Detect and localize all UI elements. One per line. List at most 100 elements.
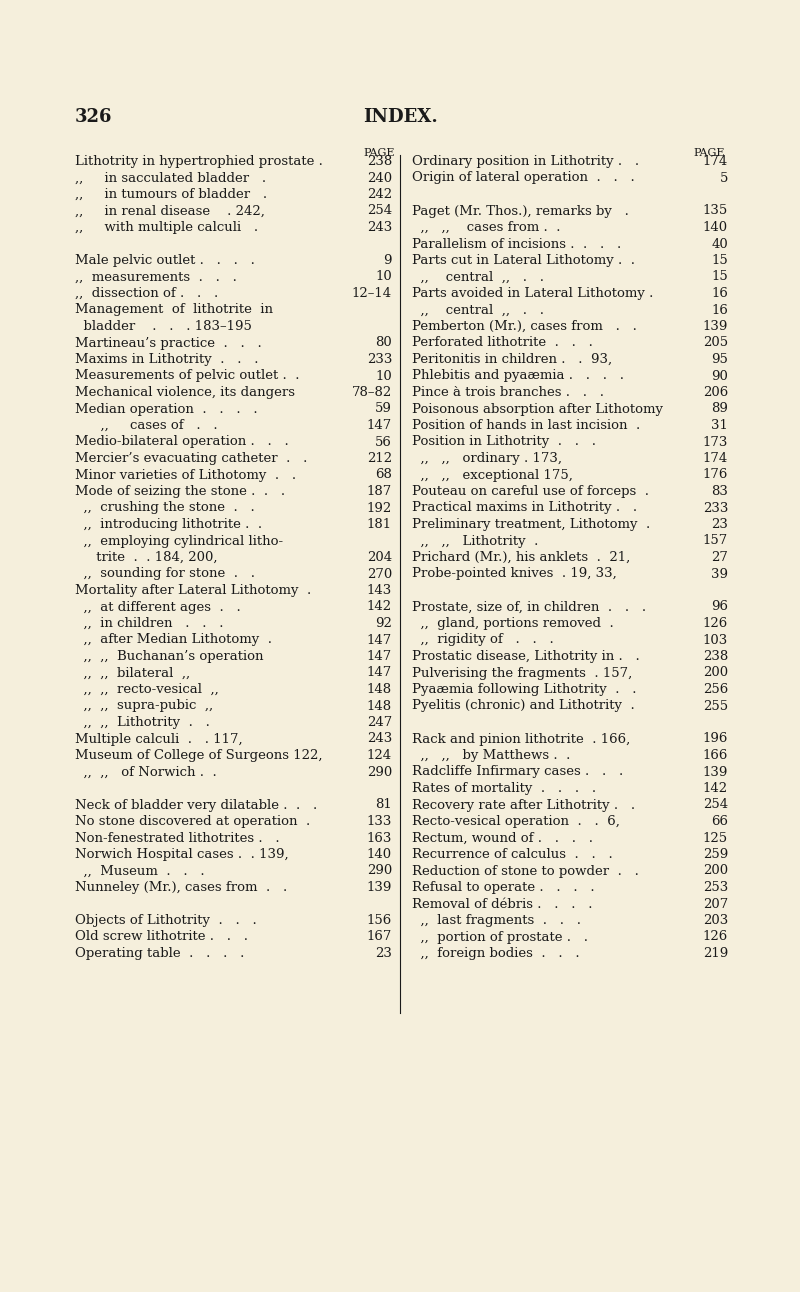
Text: 12–14: 12–14 bbox=[352, 287, 392, 300]
Text: 270: 270 bbox=[366, 567, 392, 580]
Text: Reduction of stone to powder  .   .: Reduction of stone to powder . . bbox=[412, 864, 639, 877]
Text: 16: 16 bbox=[711, 304, 728, 317]
Text: Pyelitis (chronic) and Lithotrity  .: Pyelitis (chronic) and Lithotrity . bbox=[412, 699, 634, 712]
Text: 192: 192 bbox=[366, 501, 392, 514]
Text: 212: 212 bbox=[367, 452, 392, 465]
Text: ,,    central  ,,   .   .: ,, central ,, . . bbox=[412, 270, 544, 283]
Text: 259: 259 bbox=[702, 848, 728, 860]
Text: Lithotrity in hypertrophied prostate .: Lithotrity in hypertrophied prostate . bbox=[75, 155, 323, 168]
Text: 39: 39 bbox=[711, 567, 728, 580]
Text: Practical maxims in Lithotrity .   .: Practical maxims in Lithotrity . . bbox=[412, 501, 637, 514]
Text: PAGE: PAGE bbox=[694, 149, 725, 158]
Text: 9: 9 bbox=[383, 255, 392, 267]
Text: Male pelvic outlet .   .   .   .: Male pelvic outlet . . . . bbox=[75, 255, 255, 267]
Text: 173: 173 bbox=[702, 435, 728, 448]
Text: ,,  gland, portions removed  .: ,, gland, portions removed . bbox=[412, 618, 614, 630]
Text: 174: 174 bbox=[702, 452, 728, 465]
Text: 23: 23 bbox=[375, 947, 392, 960]
Text: 68: 68 bbox=[375, 469, 392, 482]
Text: 135: 135 bbox=[702, 204, 728, 217]
Text: 200: 200 bbox=[703, 667, 728, 680]
Text: 240: 240 bbox=[367, 172, 392, 185]
Text: 40: 40 bbox=[711, 238, 728, 251]
Text: 167: 167 bbox=[366, 930, 392, 943]
Text: 254: 254 bbox=[367, 204, 392, 217]
Text: 255: 255 bbox=[703, 699, 728, 712]
Text: Paget (Mr. Thos.), remarks by   .: Paget (Mr. Thos.), remarks by . bbox=[412, 204, 629, 217]
Text: 10: 10 bbox=[375, 370, 392, 382]
Text: ,,  ,,  bilateral  ,,: ,, ,, bilateral ,, bbox=[75, 667, 190, 680]
Text: ,,  introducing lithotrite .  .: ,, introducing lithotrite . . bbox=[75, 518, 262, 531]
Text: ,,  Museum  .   .   .: ,, Museum . . . bbox=[75, 864, 205, 877]
Text: 143: 143 bbox=[366, 584, 392, 597]
Text: 80: 80 bbox=[375, 336, 392, 350]
Text: Removal of débris .   .   .   .: Removal of débris . . . . bbox=[412, 898, 593, 911]
Text: Recovery rate after Lithotrity .   .: Recovery rate after Lithotrity . . bbox=[412, 798, 635, 811]
Text: 290: 290 bbox=[366, 864, 392, 877]
Text: Pouteau on careful use of forceps  .: Pouteau on careful use of forceps . bbox=[412, 484, 649, 497]
Text: Radcliffe Infirmary cases .   .   .: Radcliffe Infirmary cases . . . bbox=[412, 765, 623, 779]
Text: 181: 181 bbox=[367, 518, 392, 531]
Text: Mechanical violence, its dangers: Mechanical violence, its dangers bbox=[75, 386, 295, 399]
Text: 203: 203 bbox=[702, 913, 728, 926]
Text: ,,     cases of   .   .: ,, cases of . . bbox=[75, 419, 218, 432]
Text: ,,   ,,   Lithotrity  .: ,, ,, Lithotrity . bbox=[412, 535, 538, 548]
Text: Ordinary position in Lithotrity .   .: Ordinary position in Lithotrity . . bbox=[412, 155, 639, 168]
Text: 290: 290 bbox=[366, 765, 392, 779]
Text: Prichard (Mr.), his anklets  .  21,: Prichard (Mr.), his anklets . 21, bbox=[412, 550, 630, 565]
Text: 233: 233 bbox=[366, 353, 392, 366]
Text: 23: 23 bbox=[711, 518, 728, 531]
Text: 326: 326 bbox=[75, 109, 113, 127]
Text: 27: 27 bbox=[711, 550, 728, 565]
Text: 126: 126 bbox=[702, 930, 728, 943]
Text: 206: 206 bbox=[702, 386, 728, 399]
Text: 15: 15 bbox=[711, 255, 728, 267]
Text: Rates of mortality  .   .   .   .: Rates of mortality . . . . bbox=[412, 782, 596, 795]
Text: Parts avoided in Lateral Lithotomy .: Parts avoided in Lateral Lithotomy . bbox=[412, 287, 654, 300]
Text: 139: 139 bbox=[702, 765, 728, 779]
Text: 243: 243 bbox=[366, 733, 392, 745]
Text: Multiple calculi  .   . 117,: Multiple calculi . . 117, bbox=[75, 733, 242, 745]
Text: 66: 66 bbox=[711, 815, 728, 828]
Text: ,,   ,,   exceptional 175,: ,, ,, exceptional 175, bbox=[412, 469, 573, 482]
Text: ,,  ,,  Buchanan’s operation: ,, ,, Buchanan’s operation bbox=[75, 650, 263, 663]
Text: Minor varieties of Lithotomy  .   .: Minor varieties of Lithotomy . . bbox=[75, 469, 296, 482]
Text: ,,     in tumours of bladder   .: ,, in tumours of bladder . bbox=[75, 189, 267, 202]
Text: 142: 142 bbox=[367, 601, 392, 614]
Text: 16: 16 bbox=[711, 287, 728, 300]
Text: Perforated lithotrite  .   .   .: Perforated lithotrite . . . bbox=[412, 336, 593, 350]
Text: 125: 125 bbox=[703, 832, 728, 845]
Text: Median operation  .   .   .   .: Median operation . . . . bbox=[75, 403, 258, 416]
Text: ,,  ,,  supra-pubic  ,,: ,, ,, supra-pubic ,, bbox=[75, 699, 213, 712]
Text: 196: 196 bbox=[702, 733, 728, 745]
Text: 90: 90 bbox=[711, 370, 728, 382]
Text: 174: 174 bbox=[702, 155, 728, 168]
Text: Recto-vesical operation  .   .  6,: Recto-vesical operation . . 6, bbox=[412, 815, 620, 828]
Text: Management  of  lithotrite  in: Management of lithotrite in bbox=[75, 304, 273, 317]
Text: trite  .  . 184, 200,: trite . . 184, 200, bbox=[75, 550, 218, 565]
Text: Prostatic disease, Lithotrity in .   .: Prostatic disease, Lithotrity in . . bbox=[412, 650, 640, 663]
Text: Poisonous absorption after Lithotomy: Poisonous absorption after Lithotomy bbox=[412, 403, 663, 416]
Text: ,,    central  ,,   .   .: ,, central ,, . . bbox=[412, 304, 544, 317]
Text: 253: 253 bbox=[702, 881, 728, 894]
Text: ,,  ,,  Lithotrity  .   .: ,, ,, Lithotrity . . bbox=[75, 716, 210, 729]
Text: Rack and pinion lithotrite  . 166,: Rack and pinion lithotrite . 166, bbox=[412, 733, 630, 745]
Text: Museum of College of Surgeons 122,: Museum of College of Surgeons 122, bbox=[75, 749, 322, 762]
Text: 81: 81 bbox=[375, 798, 392, 811]
Text: 247: 247 bbox=[366, 716, 392, 729]
Text: Non-fenestrated lithotrites .   .: Non-fenestrated lithotrites . . bbox=[75, 832, 280, 845]
Text: ,,  dissection of .   .   .: ,, dissection of . . . bbox=[75, 287, 218, 300]
Text: 56: 56 bbox=[375, 435, 392, 448]
Text: 187: 187 bbox=[366, 484, 392, 497]
Text: ,,     in renal disease    . 242,: ,, in renal disease . 242, bbox=[75, 204, 265, 217]
Text: Peritonitis in children .   .  93,: Peritonitis in children . . 93, bbox=[412, 353, 612, 366]
Text: 139: 139 bbox=[366, 881, 392, 894]
Text: Probe-pointed knives  . 19, 33,: Probe-pointed knives . 19, 33, bbox=[412, 567, 617, 580]
Text: 140: 140 bbox=[367, 848, 392, 860]
Text: 238: 238 bbox=[702, 650, 728, 663]
Text: Recurrence of calculus  .   .   .: Recurrence of calculus . . . bbox=[412, 848, 613, 860]
Text: 89: 89 bbox=[711, 403, 728, 416]
Text: Position in Lithotrity  .   .   .: Position in Lithotrity . . . bbox=[412, 435, 596, 448]
Text: ,,  after Median Lithotomy  .: ,, after Median Lithotomy . bbox=[75, 633, 272, 646]
Text: Origin of lateral operation  .   .   .: Origin of lateral operation . . . bbox=[412, 172, 634, 185]
